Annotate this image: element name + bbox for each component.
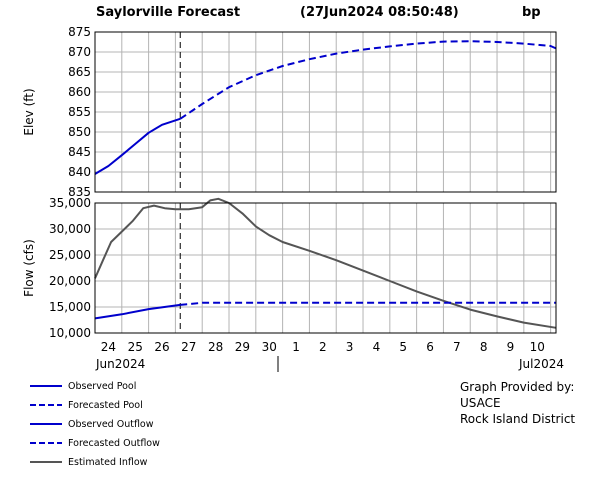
chart-initials: bp bbox=[522, 5, 541, 20]
pool-y-tick-label: 850 bbox=[68, 125, 91, 139]
x-month-label-jul: Jul2024 bbox=[518, 357, 564, 371]
legend-label: Observed Pool bbox=[68, 381, 136, 392]
forecasted-pool-line bbox=[179, 40, 557, 120]
x-day-label: 10 bbox=[530, 340, 545, 354]
flow-y-tick-label: 20,000 bbox=[49, 274, 91, 288]
x-day-label: 25 bbox=[128, 340, 143, 354]
pool-y-axis-label: Elev (ft) bbox=[22, 88, 36, 135]
pool-y-tick-label: 855 bbox=[68, 105, 91, 119]
x-day-label: 9 bbox=[507, 340, 515, 354]
x-day-label: 27 bbox=[181, 340, 196, 354]
pool-y-tick-label: 870 bbox=[68, 45, 91, 59]
credit-line-2: USACE bbox=[460, 396, 501, 410]
x-day-label: 2 bbox=[319, 340, 327, 354]
x-month-label-jun: Jun2024 bbox=[95, 357, 145, 371]
x-day-label: 1 bbox=[292, 340, 300, 354]
legend: Observed Pool Forecasted Pool Observed Out… bbox=[30, 381, 160, 468]
x-day-label: 26 bbox=[154, 340, 169, 354]
pool-y-tick-label: 840 bbox=[68, 165, 91, 179]
legend-label: Observed Outflow bbox=[68, 419, 154, 430]
x-day-label: 29 bbox=[235, 340, 250, 354]
observed-outflow-line bbox=[94, 303, 181, 320]
x-day-label: 30 bbox=[262, 340, 277, 354]
flow-panel: 35,000 30,000 25,000 20,000 15,000 10,000 Flo… bbox=[22, 196, 557, 340]
x-day-label: 3 bbox=[346, 340, 354, 354]
pool-y-tick-label: 835 bbox=[68, 185, 91, 199]
pool-y-tick-label: 860 bbox=[68, 85, 91, 99]
flow-y-tick-label: 15,000 bbox=[49, 300, 91, 314]
x-day-label: 8 bbox=[480, 340, 488, 354]
x-axis-day-labels: 24 25 26 27 28 29 30 1 2 3 4 5 6 7 8 9 10 bbox=[101, 340, 545, 354]
x-day-label: 24 bbox=[101, 340, 116, 354]
x-day-label: 7 bbox=[453, 340, 461, 354]
chart-title: Saylorville Forecast bbox=[96, 5, 240, 20]
x-day-label: 5 bbox=[399, 340, 407, 354]
flow-y-tick-label: 35,000 bbox=[49, 196, 91, 210]
legend-label: Forecasted Pool bbox=[68, 400, 143, 411]
x-day-label: 4 bbox=[373, 340, 381, 354]
flow-y-tick-label: 30,000 bbox=[49, 222, 91, 236]
x-day-label: 6 bbox=[426, 340, 434, 354]
estimated-inflow-line bbox=[94, 197, 557, 329]
pool-y-tick-label: 845 bbox=[68, 145, 91, 159]
x-day-label: 28 bbox=[208, 340, 223, 354]
pool-elevation-panel: 875 870 865 860 855 850 845 840 835 Elev (ft) bbox=[22, 25, 557, 199]
flow-plot-frame bbox=[94, 202, 557, 334]
flow-y-axis-label: Flow (cfs) bbox=[22, 239, 36, 297]
legend-label: Forecasted Outflow bbox=[68, 438, 160, 449]
legend-label: Estimated Inflow bbox=[68, 457, 148, 468]
credit-line-3: Rock Island District bbox=[460, 412, 575, 426]
forecasted-outflow-line bbox=[180, 301, 556, 306]
flow-y-tick-label: 10,000 bbox=[49, 326, 91, 340]
pool-plot-frame bbox=[94, 31, 557, 193]
pool-y-tick-label: 865 bbox=[68, 65, 91, 79]
pool-y-tick-label: 875 bbox=[68, 25, 91, 39]
chart-timestamp: (27Jun2024 08:50:48) bbox=[300, 5, 459, 20]
flow-y-tick-label: 25,000 bbox=[49, 248, 91, 262]
credit-line-1: Graph Provided by: bbox=[460, 380, 574, 394]
observed-pool-line bbox=[94, 117, 181, 175]
